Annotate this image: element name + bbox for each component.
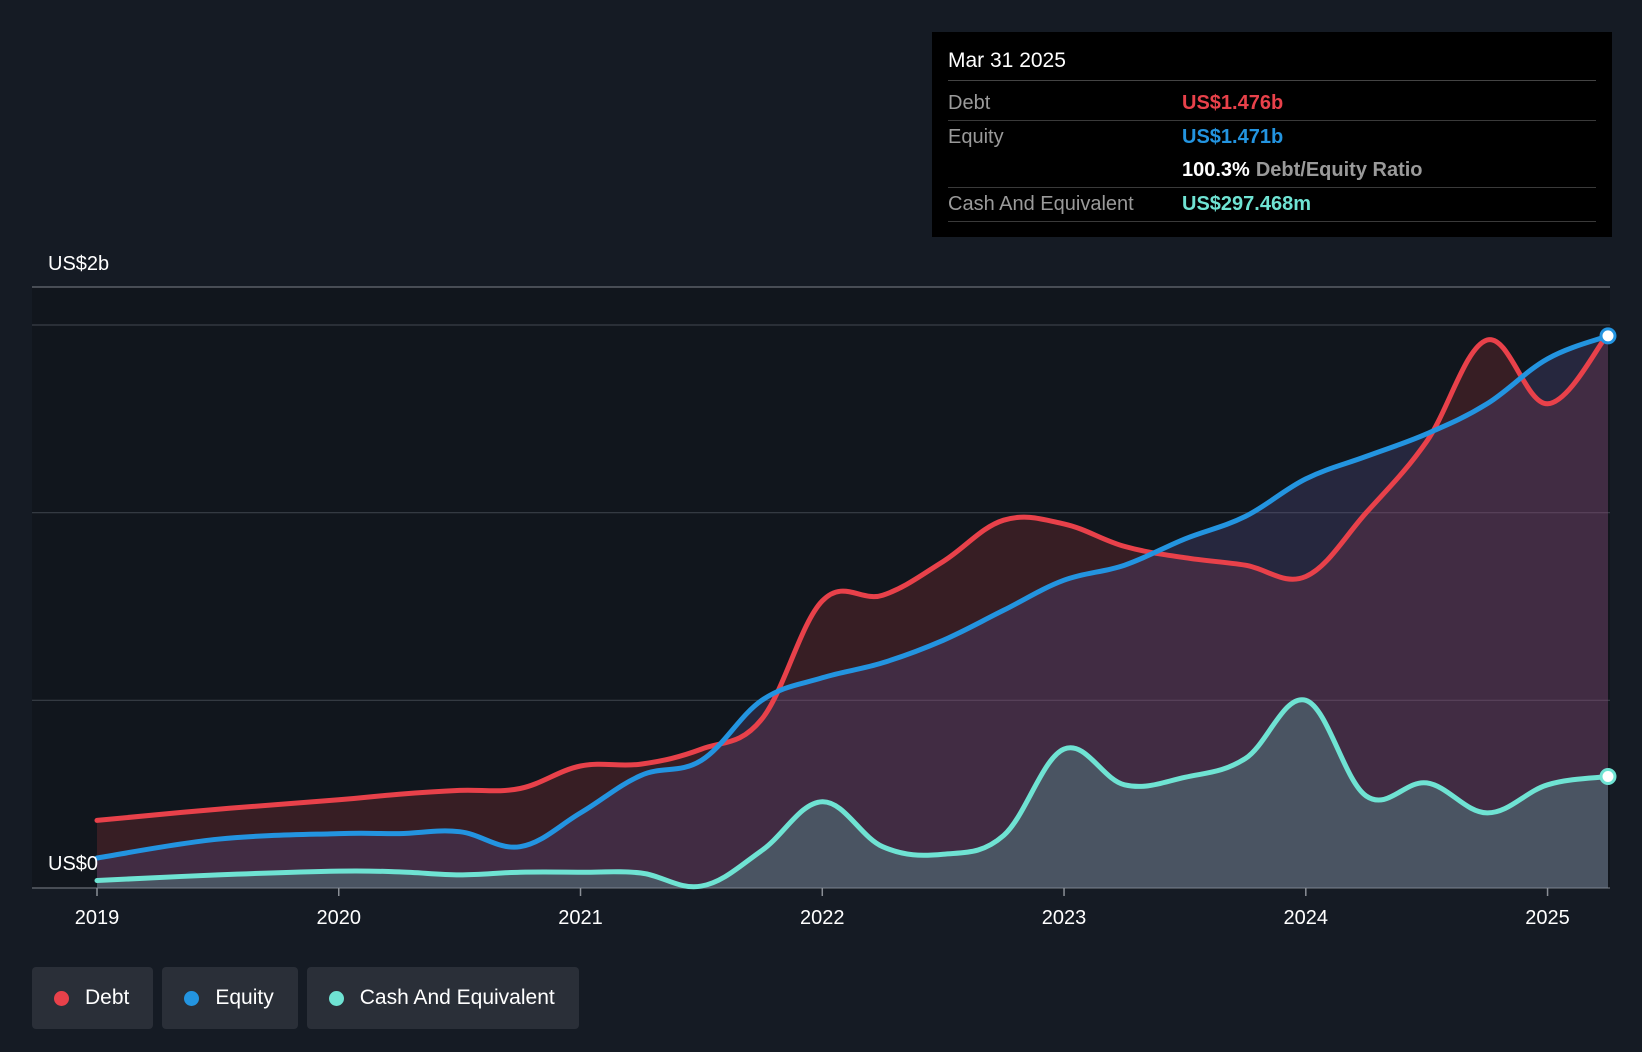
cash-line bbox=[94, 697, 1611, 890]
tooltip-cash-row: Cash And Equivalent US$297.468m bbox=[948, 188, 1596, 222]
debt-line bbox=[94, 331, 1611, 823]
legend-label-equity: Equity bbox=[215, 986, 274, 1009]
equity-dot-icon bbox=[184, 990, 200, 1006]
x-tick-label: 2024 bbox=[1284, 907, 1329, 929]
x-tick-label: 2023 bbox=[1042, 907, 1087, 929]
equity-area bbox=[97, 335, 1608, 888]
legend-label-cash: Cash And Equivalent bbox=[359, 986, 555, 1009]
debt-dot-icon bbox=[54, 990, 69, 1006]
y-axis-top-label: US$2b bbox=[48, 253, 109, 275]
cash-end-marker bbox=[1599, 768, 1617, 786]
x-tick-label: 2025 bbox=[1525, 907, 1570, 929]
tooltip-equity-label: Equity bbox=[948, 126, 1004, 148]
legend-item-equity[interactable]: Equity bbox=[162, 967, 298, 1029]
tooltip-equity-value: US$1.471b bbox=[1182, 126, 1284, 148]
tooltip-panel: Mar 31 2025 Debt US$1.476b Equity US$1.4… bbox=[932, 32, 1612, 237]
tooltip-ratio-row: 100.3% Debt/Equity Ratio bbox=[948, 154, 1596, 188]
equity-line bbox=[94, 333, 1611, 861]
x-axis-ticks: 2019 2020 2021 2022 2023 2024 2025 bbox=[75, 888, 1570, 929]
tooltip-ratio-value: 100.3% bbox=[1182, 159, 1250, 181]
tooltip-ratio: 100.3% Debt/Equity Ratio bbox=[1182, 154, 1423, 187]
cash-dot-icon bbox=[328, 990, 344, 1006]
series-lines bbox=[94, 331, 1611, 890]
tooltip-date: Mar 31 2025 bbox=[948, 46, 1596, 81]
series-areas bbox=[97, 334, 1608, 888]
tooltip-ratio-spacer bbox=[948, 154, 1182, 187]
y-axis-bottom-label: US$0 bbox=[48, 853, 98, 875]
tooltip-cash-value: US$297.468m bbox=[1182, 193, 1311, 215]
tooltip-cash-label: Cash And Equivalent bbox=[948, 193, 1134, 215]
tooltip-debt-row: Debt US$1.476b bbox=[948, 87, 1596, 121]
chart-plot-background bbox=[32, 287, 1610, 888]
tooltip-debt-value: US$1.476b bbox=[1182, 92, 1284, 114]
tooltip-equity-row: Equity US$1.471b bbox=[948, 121, 1596, 154]
cash-area bbox=[97, 699, 1608, 888]
legend-item-cash[interactable]: Cash And Equivalent bbox=[306, 967, 579, 1029]
series-end-markers bbox=[1599, 327, 1617, 786]
x-tick-label: 2019 bbox=[75, 907, 120, 929]
debt-area bbox=[97, 334, 1608, 888]
legend-label-debt: Debt bbox=[85, 986, 130, 1009]
equity-end-marker bbox=[1599, 327, 1617, 345]
grid-lines bbox=[32, 286, 1610, 889]
tooltip-ratio-label: Debt/Equity Ratio bbox=[1255, 159, 1423, 181]
legend: Debt Equity Cash And Equivalent bbox=[32, 967, 579, 1029]
x-tick-label: 2021 bbox=[558, 907, 603, 929]
x-tick-label: 2022 bbox=[800, 907, 845, 929]
legend-item-debt[interactable]: Debt bbox=[32, 967, 154, 1029]
tooltip-debt-label: Debt bbox=[948, 92, 991, 114]
x-tick-label: 2020 bbox=[317, 907, 362, 929]
